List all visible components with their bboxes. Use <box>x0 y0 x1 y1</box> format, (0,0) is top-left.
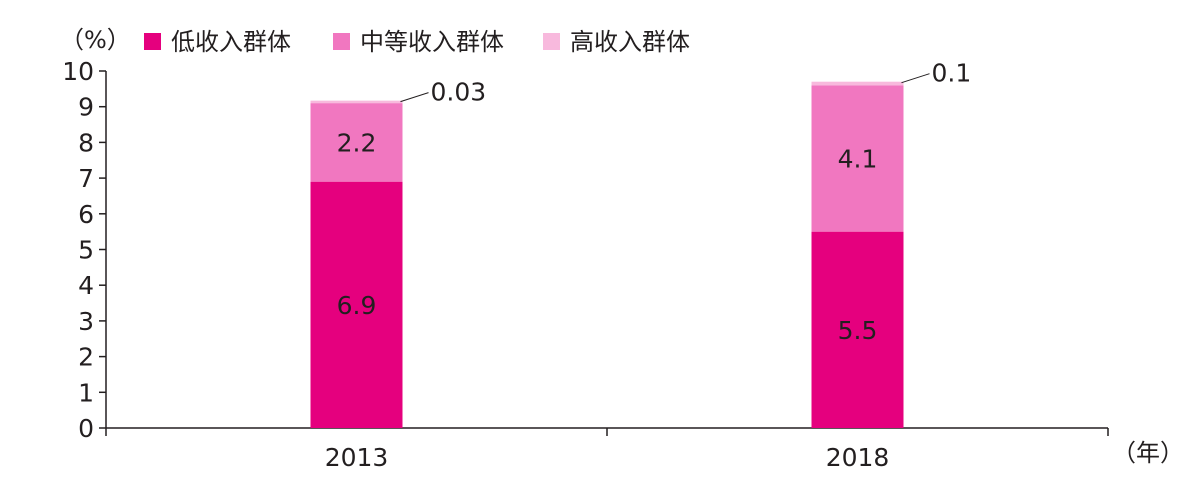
data-label: 0.03 <box>431 78 487 107</box>
x-unit-label: （年） <box>1112 439 1184 467</box>
x-tick-label: 2018 <box>826 443 890 472</box>
y-tick-label: 8 <box>78 128 94 157</box>
y-tick-label: 5 <box>78 236 94 265</box>
legend-label: 高收入群体 <box>570 28 690 56</box>
bar-segment <box>811 85 904 232</box>
y-tick-label: 6 <box>78 200 94 229</box>
data-labels: 6.9 2.2 0.03 5.5 4.1 0.1 <box>337 59 972 345</box>
data-label: 0.1 <box>932 59 972 88</box>
callout-line <box>400 92 429 103</box>
bar-segment <box>811 231 904 428</box>
data-label: 2.2 <box>337 128 377 157</box>
bars <box>310 81 904 428</box>
y-unit-label: （%） <box>60 26 131 54</box>
axes: 0 1 2 3 4 5 6 7 8 9 10 2013 2018 <box>62 57 1109 472</box>
legend-swatch <box>543 33 560 50</box>
y-tick-label: 2 <box>78 343 94 372</box>
legend-label: 低收入群体 <box>171 28 291 56</box>
data-label: 5.5 <box>838 316 878 345</box>
y-tick-label: 1 <box>78 378 94 407</box>
bar-segment <box>310 100 403 104</box>
y-tick-label: 7 <box>78 164 94 193</box>
data-label: 4.1 <box>838 144 878 173</box>
x-tick-label: 2013 <box>325 443 389 472</box>
legend: （%） 低收入群体 中等收入群体 高收入群体 <box>60 26 690 56</box>
y-tick-label: 4 <box>78 271 94 300</box>
y-tick-label: 0 <box>78 414 94 443</box>
callout-line <box>901 73 930 84</box>
bar-segment <box>310 181 403 428</box>
bar-segment <box>310 103 403 182</box>
y-tick-label: 3 <box>78 307 94 336</box>
data-label: 6.9 <box>337 291 377 320</box>
y-tick-label: 9 <box>78 93 94 122</box>
legend-label: 中等收入群体 <box>360 28 504 56</box>
legend-swatch <box>333 33 350 50</box>
bar-segment <box>811 81 904 86</box>
y-tick-label: 10 <box>62 57 94 86</box>
legend-swatch <box>144 33 161 50</box>
